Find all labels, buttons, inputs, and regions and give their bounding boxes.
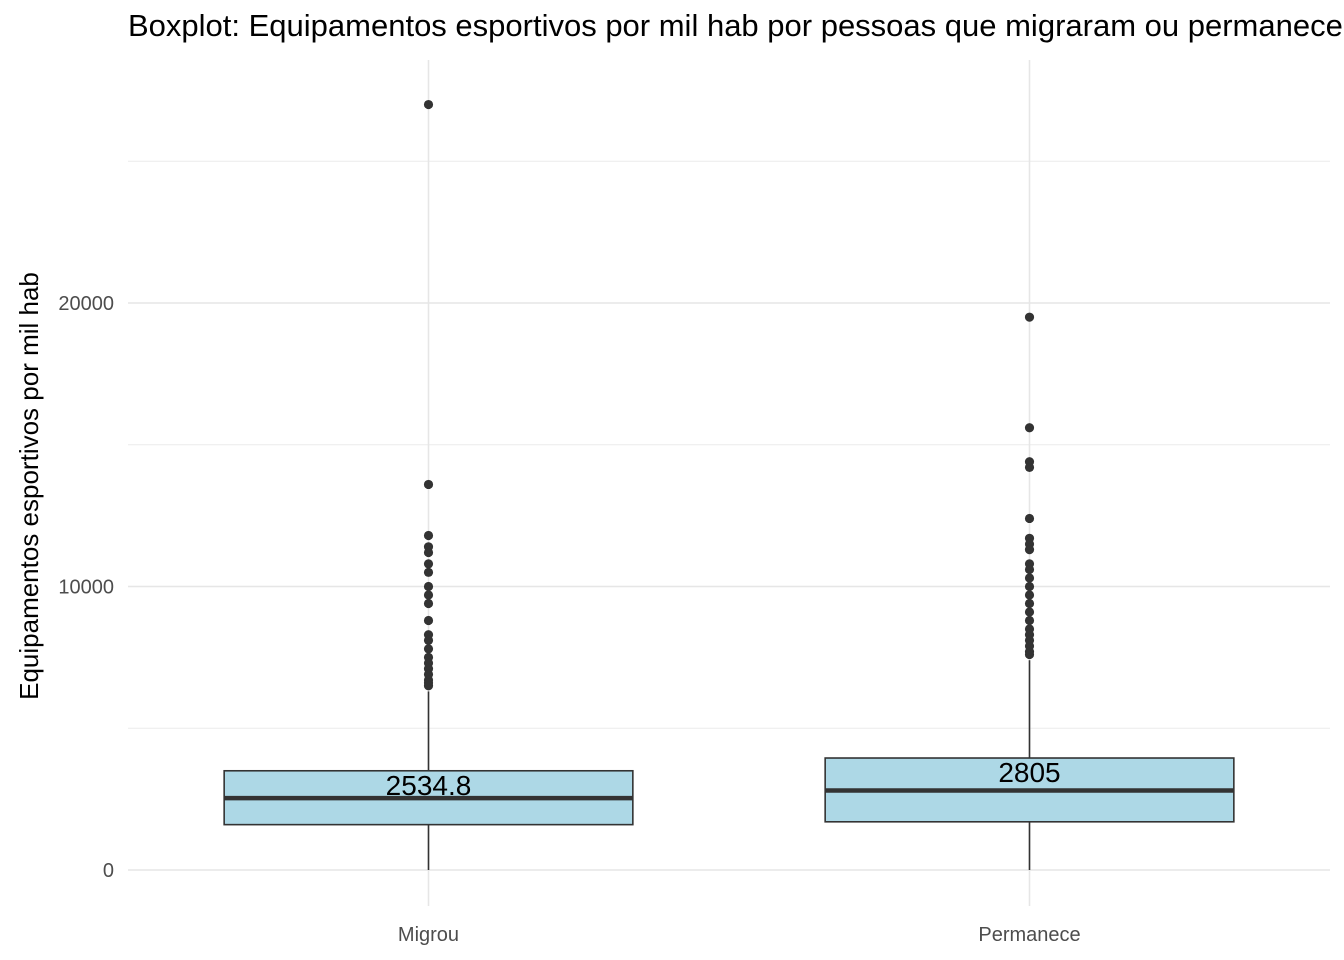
outlier-point: [423, 598, 434, 609]
outlier-point: [423, 590, 434, 600]
median-label: 2534.8: [386, 770, 472, 801]
outlier-point: [1024, 573, 1035, 583]
outlier-point: [1024, 545, 1035, 555]
outlier-point: [423, 635, 434, 645]
y-tick-label: 20000: [58, 293, 114, 315]
box-migrou: 2534.8: [223, 99, 634, 870]
outlier-point: [1024, 581, 1035, 592]
outlier-point: [423, 644, 434, 654]
outlier-point: [423, 567, 434, 577]
outlier-point: [1024, 423, 1035, 433]
y-tick-label: 10000: [58, 577, 114, 599]
outlier-point: [1024, 607, 1035, 617]
outlier-point: [1024, 615, 1035, 626]
outlier-point: [423, 581, 434, 592]
x-tick-label: Migrou: [398, 924, 459, 946]
chart-title: Boxplot: Equipamentos esportivos por mil…: [128, 8, 1344, 43]
tick-layer: 0 10000 20000 Migrou Permanece: [58, 293, 1080, 946]
median-label: 2805: [998, 757, 1060, 788]
outlier-point: [423, 681, 434, 691]
outlier-point: [1024, 462, 1035, 473]
outlier-point: [1024, 598, 1035, 609]
outlier-point: [423, 559, 434, 569]
outlier-point: [423, 99, 434, 110]
outlier-point: [423, 479, 434, 490]
x-tick-label: Permanece: [978, 924, 1080, 946]
box-permanece: 2805: [824, 312, 1235, 870]
y-tick-label: 0: [103, 860, 114, 882]
outlier-point: [1024, 649, 1035, 660]
outlier-point: [423, 547, 434, 558]
outlier-point: [1024, 564, 1035, 575]
box-layer: 2534.8 2805: [223, 99, 1235, 870]
y-axis-label: Equipamentos esportivos por mil hab: [14, 272, 44, 700]
outlier-point: [1024, 590, 1035, 600]
outlier-point: [1024, 513, 1035, 524]
outlier-point: [423, 530, 434, 541]
outlier-point: [1024, 312, 1035, 322]
outlier-point: [423, 615, 434, 626]
